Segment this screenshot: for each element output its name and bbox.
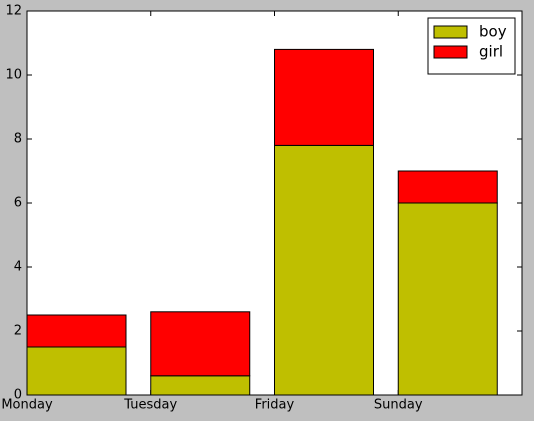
legend-swatch bbox=[433, 45, 468, 59]
legend-label: boy bbox=[479, 23, 507, 41]
x-tick-label: Monday bbox=[1, 398, 53, 413]
legend-label: girl bbox=[479, 43, 503, 61]
y-tick-label: 10 bbox=[5, 68, 22, 83]
bar-segment bbox=[150, 375, 251, 396]
legend-swatch bbox=[433, 25, 468, 39]
x-tick-label: Friday bbox=[255, 398, 295, 413]
y-tick-label: 8 bbox=[14, 132, 22, 147]
y-tick-label: 2 bbox=[14, 324, 22, 339]
bar-segment bbox=[274, 48, 374, 146]
y-tick-label: 0 bbox=[14, 388, 22, 403]
plot-frame bbox=[26, 10, 523, 396]
y-tick-label: 6 bbox=[14, 196, 22, 211]
bar-segment bbox=[397, 170, 498, 204]
y-tick-label: 12 bbox=[5, 4, 22, 19]
x-tick-label: Tuesday bbox=[123, 398, 177, 413]
bar-segment bbox=[26, 314, 127, 348]
bar-segment bbox=[150, 311, 251, 377]
x-tick-label: Sunday bbox=[374, 398, 423, 413]
bar-segment bbox=[397, 202, 498, 396]
bar-segment bbox=[274, 144, 374, 396]
y-tick-label: 4 bbox=[14, 260, 22, 275]
bar-segment bbox=[26, 346, 127, 396]
